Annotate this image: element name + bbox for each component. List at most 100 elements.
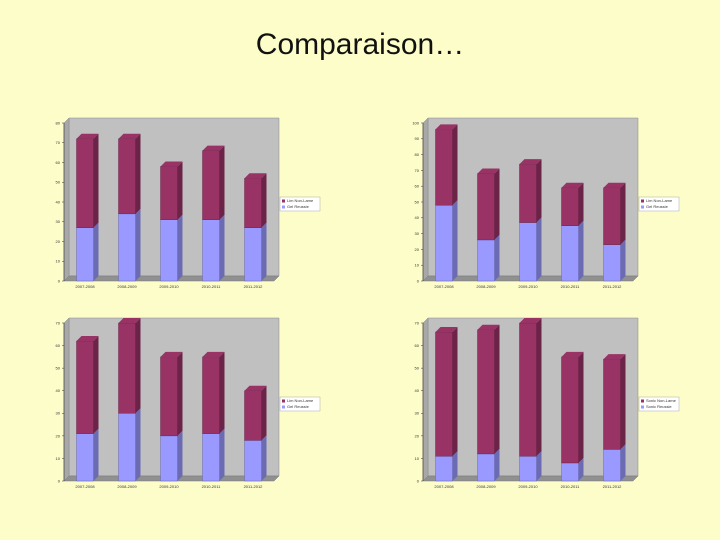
x-tick-label: 2010-2011 <box>202 484 222 489</box>
y-tick-label: 40 <box>56 388 61 393</box>
legend-label: Gel Reussie <box>287 204 310 209</box>
legend-label: Gel Reussie <box>646 204 669 209</box>
bar-segment-top <box>561 182 584 226</box>
bar-segment-top <box>477 168 500 241</box>
x-tick-label: 2007-2008 <box>434 484 454 489</box>
x-tick-label: 2009-2010 <box>518 284 538 289</box>
y-tick-label: 30 <box>415 411 420 416</box>
bar-segment-top <box>435 124 458 206</box>
bar-segment-bottom <box>118 208 141 282</box>
bar-segment-bottom <box>76 222 99 282</box>
y-tick-label: 70 <box>56 140 61 145</box>
bar-segment-bottom <box>519 217 542 282</box>
bar-segment-top <box>160 351 183 437</box>
y-tick-label: 40 <box>56 199 61 204</box>
plot-side-wall <box>422 317 429 482</box>
x-tick-label: 2008-2009 <box>476 484 496 489</box>
x-tick-label: 2009-2010 <box>159 284 179 289</box>
y-tick-label: 100 <box>412 120 419 125</box>
y-tick-label: 30 <box>415 231 420 236</box>
x-tick-label: 2011-2012 <box>244 484 264 489</box>
x-tick-label: 2011-2012 <box>244 284 264 289</box>
legend-label: Sonic Non-Lame <box>646 398 677 403</box>
y-tick-label: 50 <box>56 180 61 185</box>
chart-svg: 0 10 20 30 40 50 60 70 80 90 100 2007-2008 2008-2009… <box>412 117 680 289</box>
y-tick-label: 40 <box>415 388 420 393</box>
x-tick-label: 2009-2010 <box>518 484 538 489</box>
bar-segment-bottom <box>477 234 500 282</box>
bar-segment-bottom <box>202 428 225 482</box>
bar-segment-top <box>519 159 542 223</box>
bar-segment-top <box>118 318 141 414</box>
y-tick-label: 60 <box>56 160 61 165</box>
legend-swatch <box>282 199 285 203</box>
x-tick-label: 2009-2010 <box>159 484 179 489</box>
x-tick-label: 2007-2008 <box>75 284 95 289</box>
chart-top-left: 0 10 20 30 40 50 60 70 80 2007-2008 2008-2009 2009-… <box>44 115 324 295</box>
x-tick-label: 2010-2011 <box>561 484 581 489</box>
chart-svg: 0 10 20 30 40 50 60 70 2007-2008 2008-2009 2009-20… <box>56 317 321 489</box>
y-tick-label: 50 <box>415 366 420 371</box>
bar-segment-bottom <box>603 239 626 282</box>
legend-label: Gel Reussie <box>287 404 310 409</box>
y-tick-label: 10 <box>415 456 420 461</box>
y-tick-label: 20 <box>415 247 420 252</box>
bar-segment-bottom <box>118 408 141 482</box>
legend-label: Lim Non-Lame <box>646 198 673 203</box>
chart-top-right: 0 10 20 30 40 50 60 70 80 90 100 2007-2008 2008-2009… <box>403 115 683 295</box>
bar-segment-top <box>435 327 458 457</box>
y-tick-label: 0 <box>417 478 420 483</box>
slide-title: Comparaison… <box>255 28 465 61</box>
x-tick-label: 2008-2009 <box>117 484 137 489</box>
y-tick-label: 90 <box>415 136 420 141</box>
x-tick-label: 2011-2012 <box>603 484 623 489</box>
chart-svg: 0 10 20 30 40 50 60 70 2007-2008 2008-2009 2009-20… <box>415 317 680 489</box>
bar-segment-bottom <box>160 214 183 282</box>
bar-segment-top <box>244 385 267 441</box>
y-tick-label: 60 <box>56 343 61 348</box>
y-tick-label: 60 <box>415 343 420 348</box>
bar-segment-bottom <box>435 200 458 282</box>
bar-segment-bottom <box>160 430 183 482</box>
chart-bottom-right: 0 10 20 30 40 50 60 70 2007-2008 2008-2009 2009-20… <box>403 315 683 495</box>
bar-segment-bottom <box>202 214 225 282</box>
y-tick-label: 0 <box>58 478 61 483</box>
bar-segment-top <box>477 324 500 455</box>
plot-side-wall <box>63 117 70 282</box>
legend-swatch <box>641 199 644 203</box>
y-tick-label: 80 <box>415 152 420 157</box>
bar-segment-top <box>603 182 626 245</box>
y-tick-label: 10 <box>56 259 61 264</box>
legend-swatch <box>282 399 285 403</box>
y-tick-label: 50 <box>56 366 61 371</box>
bar-segment-bottom <box>244 222 267 282</box>
bar-segment-top <box>202 351 225 434</box>
legend-label: Sonic Reussie <box>646 404 672 409</box>
legend-swatch <box>641 205 644 209</box>
y-tick-label: 70 <box>56 320 61 325</box>
bar-segment-top <box>76 336 99 434</box>
x-tick-label: 2010-2011 <box>561 284 581 289</box>
legend-swatch <box>282 205 285 209</box>
legend-label: Lim Non-Lame <box>287 398 314 403</box>
plot-side-wall <box>63 317 70 482</box>
bar-segment-bottom <box>76 428 99 482</box>
x-tick-label: 2010-2011 <box>202 284 222 289</box>
y-tick-label: 30 <box>56 411 61 416</box>
y-tick-label: 10 <box>415 263 420 268</box>
bar-segment-top <box>561 351 584 464</box>
x-tick-label: 2007-2008 <box>434 284 454 289</box>
y-tick-label: 0 <box>417 278 420 283</box>
y-tick-label: 50 <box>415 199 420 204</box>
bar-segment-bottom <box>244 435 267 482</box>
legend-swatch <box>641 405 644 409</box>
y-tick-label: 10 <box>56 456 61 461</box>
legend-swatch <box>282 405 285 409</box>
y-tick-label: 30 <box>56 219 61 224</box>
bar-segment-top <box>519 318 542 457</box>
bar-segment-bottom <box>603 444 626 482</box>
